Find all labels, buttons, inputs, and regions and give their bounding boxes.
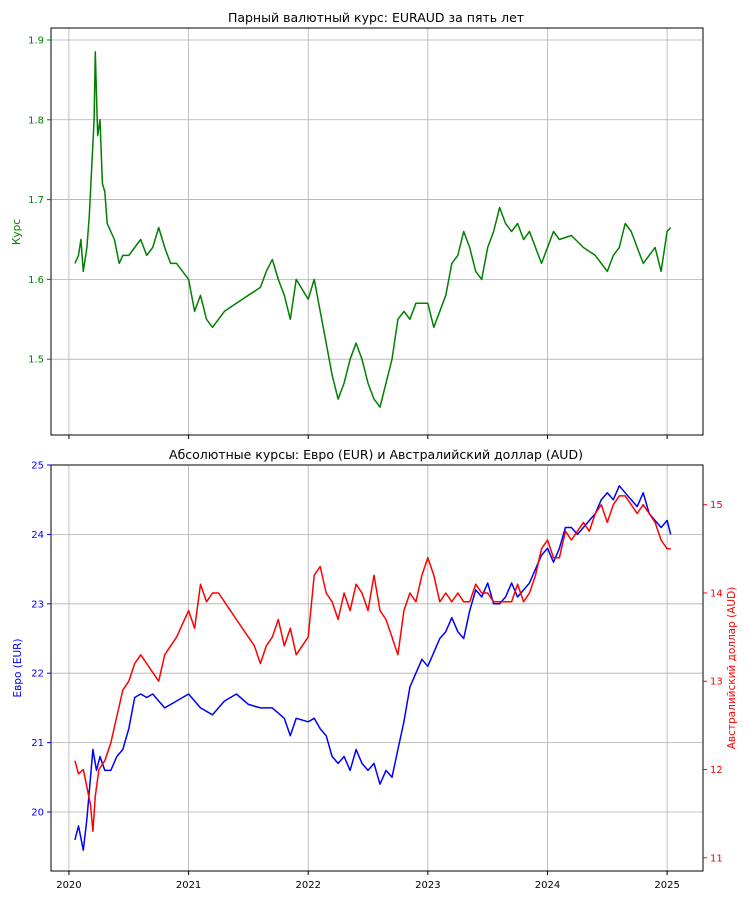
- aud-axis-label: Австралийский доллар (AUD): [726, 587, 738, 750]
- eur-line: [74, 485, 672, 851]
- top-y-axis-label: Курс: [11, 219, 23, 245]
- x-tick-label-0: 2020: [56, 880, 81, 891]
- aud-tick-label-3: 14: [710, 588, 723, 599]
- top-y-tick-label-0: 1.5: [28, 355, 44, 366]
- eur-axis-label: Евро (EUR): [12, 638, 24, 697]
- aud-tick-label-0: 11: [710, 853, 723, 864]
- x-tick-label-4: 2024: [535, 880, 560, 891]
- top-x-axis: [68, 435, 668, 439]
- x-tick-label-2: 2022: [295, 880, 320, 891]
- bottom-plot-frame: [50, 464, 704, 872]
- top-y-tick-label-4: 1.9: [28, 35, 44, 46]
- eur-tick-label-1: 21: [31, 738, 44, 749]
- bottom-chart-title: Абсолютные курсы: Евро (EUR) и Австралий…: [169, 447, 583, 462]
- aud-tick-label-4: 15: [710, 500, 723, 511]
- top-chart: Парный валютный курс: EURAUD за пять лет…: [11, 10, 704, 439]
- top-chart-title: Парный валютный курс: EURAUD за пять лет: [228, 10, 524, 25]
- euraud-line: [74, 51, 672, 408]
- bottom-x-axis: 2020 2021 2022 2023 2024 2025: [56, 871, 680, 891]
- bottom-right-y-axis: 11 12 13 14 15: [703, 500, 723, 864]
- top-y-tick-label-1: 1.6: [28, 275, 44, 286]
- top-plot-frame: [50, 27, 704, 436]
- bottom-left-y-axis: 20 21 22 23 24 25: [31, 461, 51, 819]
- aud-line: [74, 495, 671, 833]
- x-tick-label-1: 2021: [176, 880, 201, 891]
- eur-tick-label-2: 22: [31, 669, 44, 680]
- bottom-chart: Абсолютные курсы: Евро (EUR) и Австралий…: [12, 447, 738, 891]
- aud-tick-label-2: 13: [710, 677, 723, 688]
- x-tick-label-3: 2023: [415, 880, 440, 891]
- eur-tick-label-5: 25: [31, 461, 44, 472]
- top-y-axis: 1.5 1.6 1.7 1.8 1.9: [28, 35, 51, 366]
- eur-tick-label-0: 20: [31, 808, 44, 819]
- aud-tick-label-1: 12: [710, 765, 723, 776]
- x-tick-label-5: 2025: [654, 880, 679, 891]
- top-y-tick-label-2: 1.7: [28, 195, 44, 206]
- bottom-grid: [51, 464, 703, 871]
- eur-tick-label-3: 23: [31, 599, 44, 610]
- top-grid: [51, 28, 703, 435]
- eur-tick-label-4: 24: [31, 530, 44, 541]
- top-y-tick-label-3: 1.8: [28, 115, 44, 126]
